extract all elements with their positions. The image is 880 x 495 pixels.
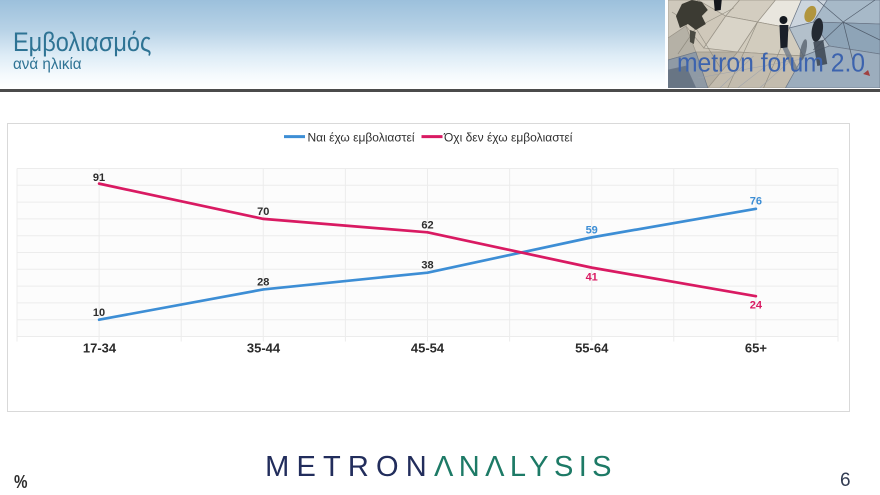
- svg-text:65+: 65+: [745, 341, 767, 356]
- svg-text:45-54: 45-54: [411, 341, 445, 356]
- svg-text:70: 70: [257, 206, 269, 218]
- svg-text:Όχι δεν έχω εμβολιαστεί: Όχι δεν έχω εμβολιαστεί: [443, 131, 573, 145]
- svg-text:62: 62: [421, 220, 433, 232]
- svg-text:metron forum 2.0: metron forum 2.0: [677, 49, 865, 77]
- svg-text:59: 59: [586, 225, 598, 237]
- svg-text:35-44: 35-44: [247, 341, 281, 356]
- svg-text:91: 91: [93, 172, 105, 184]
- svg-text:10: 10: [93, 307, 105, 319]
- svg-text:17-34: 17-34: [83, 341, 117, 356]
- svg-text:24: 24: [750, 300, 763, 312]
- svg-text:28: 28: [257, 277, 269, 289]
- svg-text:76: 76: [750, 196, 762, 208]
- svg-text:Ναι έχω εμβολιαστεί: Ναι έχω εμβολιαστεί: [308, 131, 415, 145]
- svg-text:41: 41: [586, 272, 598, 284]
- svg-text:38: 38: [421, 260, 433, 272]
- svg-text:55-64: 55-64: [575, 341, 609, 356]
